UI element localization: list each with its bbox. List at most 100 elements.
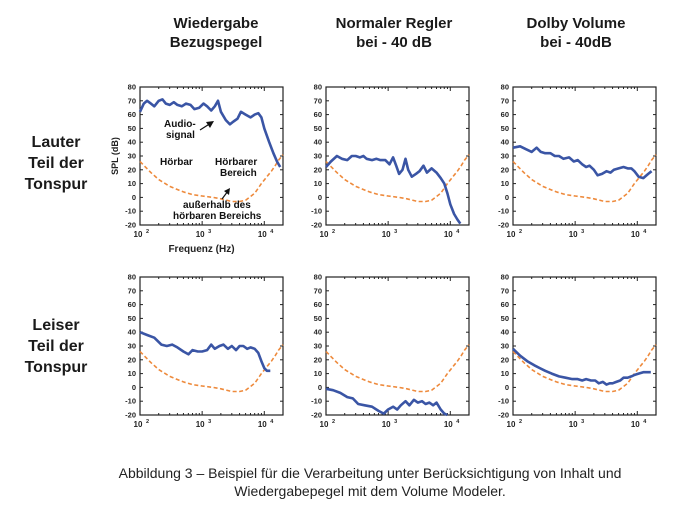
y-tick-label: 20 [314,165,322,174]
y-tick-label: 40 [501,328,509,337]
x-tick-exponent: 4 [270,419,274,425]
y-tick-label: 30 [314,152,322,161]
annotation-bereich: Bereich [220,168,257,179]
y-tick-label: 50 [314,314,322,323]
y-tick-label: 80 [501,83,509,92]
x-tick-label: 10 [134,420,143,429]
x-tick-exponent: 4 [456,229,460,235]
y-tick-label: 20 [128,165,136,174]
x-tick-exponent: 2 [146,229,149,235]
y-tick-label: 30 [501,152,509,161]
y-tick-label: 0 [132,193,136,202]
x-tick-label: 10 [507,420,516,429]
y-tick-label: 50 [314,124,322,133]
annotation-audio-signal-2: signal [166,130,195,141]
y-tick-label: 0 [505,383,509,392]
y-axis-label: SPL (dB) [110,137,120,175]
y-tick-label: 20 [501,165,509,174]
x-tick-label: 10 [444,420,453,429]
x-tick-exponent: 2 [332,229,335,235]
x-tick-label: 10 [196,420,205,429]
y-tick-label: 40 [128,138,136,147]
signal-curve [512,347,651,386]
y-tick-label: -10 [125,207,136,216]
x-tick-exponent: 3 [208,419,211,425]
threshold-curve [512,154,657,203]
x-tick-exponent: 4 [270,229,274,235]
x-tick-exponent: 4 [456,419,460,425]
plot-frame [512,86,657,226]
annotation-arrowhead-2 [224,188,230,195]
signal-curve [325,387,448,417]
x-tick-label: 10 [134,230,143,239]
y-tick-label: 10 [501,369,509,378]
x-tick-exponent: 3 [581,229,584,235]
y-tick-label: 0 [505,193,509,202]
y-tick-label: 40 [128,328,136,337]
column-title-1: Wiedergabe Bezugspegel [169,15,263,51]
x-tick-label: 10 [320,420,329,429]
y-tick-label: 30 [128,342,136,351]
y-tick-label: 70 [501,96,509,105]
x-tick-exponent: 4 [643,419,647,425]
y-tick-label: 50 [128,314,136,323]
x-tick-label: 10 [569,420,578,429]
y-tick-label: 30 [128,152,136,161]
y-tick-label: 70 [501,286,509,295]
row-label-1: Lauter Teil der Tonspur [24,134,88,193]
y-tick-label: 60 [501,110,509,119]
x-tick-label: 10 [196,230,205,239]
signal-curve [512,145,653,180]
y-tick-label: 80 [128,83,136,92]
y-tick-label: 70 [314,286,322,295]
signal-curve [139,330,271,373]
y-tick-label: 40 [501,138,509,147]
threshold-curve [139,344,284,393]
y-tick-label: 10 [314,369,322,378]
y-tick-label: -20 [498,221,509,230]
x-tick-label: 10 [382,420,391,429]
y-tick-label: -10 [498,397,509,406]
plot-frame [325,276,470,416]
x-tick-label: 10 [631,230,640,239]
y-tick-label: 70 [314,96,322,105]
y-tick-label: 60 [128,110,136,119]
y-tick-label: -10 [311,207,322,216]
y-tick-label: -20 [125,221,136,230]
x-tick-label: 10 [382,230,391,239]
x-tick-exponent: 2 [519,419,522,425]
signal-curve [138,98,282,168]
x-tick-label: 10 [631,420,640,429]
y-tick-label: 60 [501,300,509,309]
y-tick-label: -10 [125,397,136,406]
x-tick-exponent: 2 [332,419,335,425]
y-tick-label: 20 [314,355,322,364]
row-label-2: Leiser Teil der Tonspur [24,317,88,376]
y-tick-label: -20 [125,411,136,420]
x-tick-label: 10 [258,420,267,429]
y-tick-label: 10 [314,179,322,188]
y-tick-label: 50 [501,314,509,323]
y-tick-label: 30 [501,342,509,351]
y-tick-label: 80 [314,83,322,92]
annotation-hoerbaren-bereichs: hörbaren Bereichs [173,211,262,222]
y-tick-label: 50 [501,124,509,133]
threshold-curve [325,154,470,203]
signal-curve [325,154,462,225]
y-tick-label: 60 [314,110,322,119]
x-tick-exponent: 2 [519,229,522,235]
annotation-arrowhead [206,121,214,128]
x-tick-exponent: 2 [146,419,149,425]
annotation-hoerbar: Hörbar [160,157,193,168]
y-tick-label: 40 [314,328,322,337]
y-tick-label: 60 [128,300,136,309]
y-tick-label: -10 [311,397,322,406]
y-tick-label: 80 [314,273,322,282]
x-tick-label: 10 [320,230,329,239]
